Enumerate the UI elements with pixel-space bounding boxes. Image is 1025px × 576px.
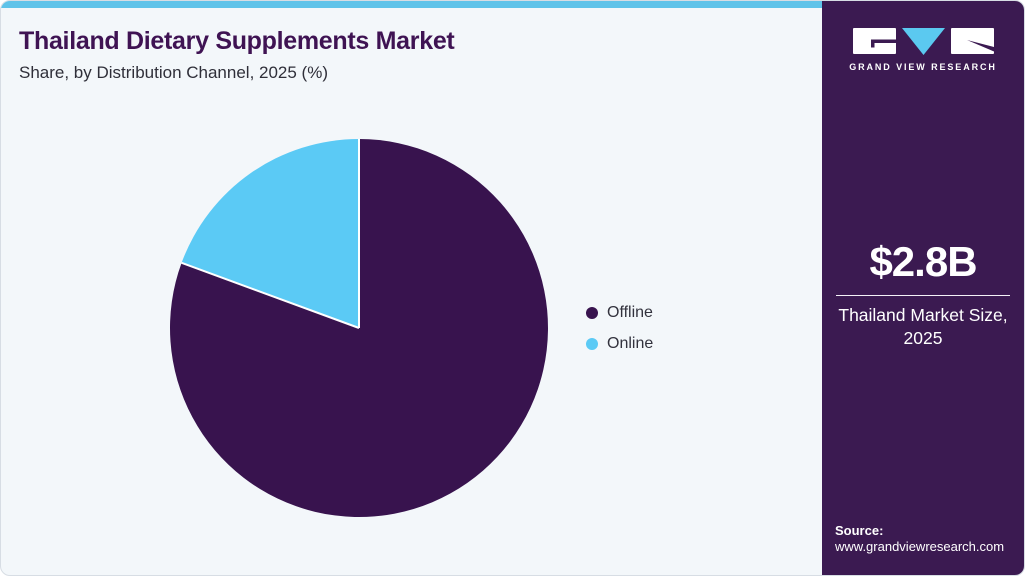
pie-slice-online xyxy=(181,139,359,328)
market-size-label: Thailand Market Size, 2025 xyxy=(838,305,1008,348)
brand-sidebar: GRAND VIEW RESEARCH $2.8B Thailand Marke… xyxy=(822,1,1024,575)
source-heading: Source: xyxy=(835,522,884,538)
legend-item-offline: Offline xyxy=(586,304,653,322)
gvr-logo-mark-icon xyxy=(852,28,994,55)
source-block: Source: www.grandviewresearch.com xyxy=(835,523,1004,556)
legend-dot-offline-icon xyxy=(586,307,598,319)
chart-legend: Offline Online xyxy=(586,304,653,353)
logo-letter-r-icon xyxy=(950,28,994,54)
pie-chart-svg xyxy=(169,139,548,517)
chart-title: Thailand Dietary Supplements Market xyxy=(19,27,455,55)
market-size-value: $2.8B xyxy=(869,238,977,285)
legend-label-online: Online xyxy=(607,335,654,352)
legend-item-online: Online xyxy=(586,335,653,353)
market-size-divider xyxy=(836,295,1010,296)
chart-subtitle: Share, by Distribution Channel, 2025 (%) xyxy=(19,62,328,82)
source-url: www.grandviewresearch.com xyxy=(835,539,1005,555)
gvr-logo-wordmark: GRAND VIEW RESEARCH xyxy=(849,62,997,72)
market-size-block: $2.8B Thailand Market Size, 2025 xyxy=(836,238,1010,350)
chart-header: Thailand Dietary Supplements Market Shar… xyxy=(1,8,822,83)
legend-dot-online-icon xyxy=(586,338,598,350)
logo-letter-g-icon xyxy=(852,28,896,54)
pie-slice-separator xyxy=(181,261,360,329)
pie-chart xyxy=(169,138,549,518)
gvr-logo: GRAND VIEW RESEARCH xyxy=(822,28,1024,72)
accent-top-bar xyxy=(1,1,822,8)
chart-panel: Thailand Dietary Supplements Market Shar… xyxy=(1,1,822,575)
logo-letter-v-icon xyxy=(901,28,945,55)
legend-label-offline: Offline xyxy=(607,304,653,321)
